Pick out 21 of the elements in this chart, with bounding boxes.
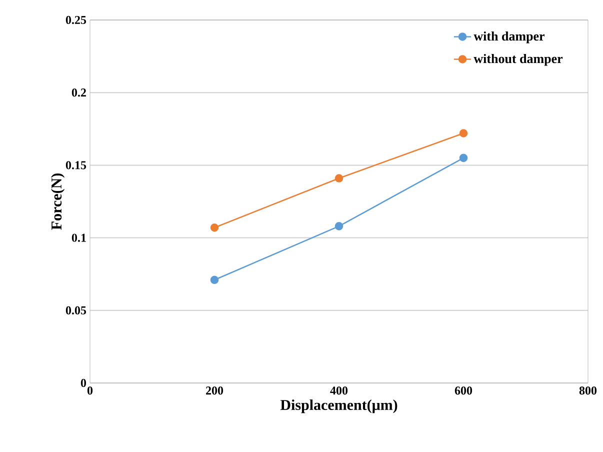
legend-label: with damper (474, 31, 545, 44)
x-tick-label: 600 (454, 386, 472, 395)
y-tick-label: 0.05 (66, 306, 86, 314)
x-axis-title: Displacement(μm) (280, 399, 398, 414)
point (459, 129, 468, 138)
x-tick-label: 200 (206, 386, 224, 395)
point (210, 223, 219, 232)
point (334, 222, 344, 230)
legend-label: without damper (474, 54, 563, 66)
point (210, 276, 219, 284)
y-tick-label: 0.25 (66, 16, 86, 24)
point (334, 174, 344, 182)
point (459, 154, 468, 162)
y-tick-label: 0.1 (72, 234, 86, 242)
y-tick-label: 0 (80, 378, 86, 388)
x-tick-label: 400 (330, 386, 348, 395)
y-tick-label: 0.15 (66, 161, 86, 170)
y-axis-title: Force(N) (51, 174, 65, 230)
x-tick-label: 0 (87, 386, 93, 395)
y-tick-label: 0.2 (72, 88, 86, 97)
x-tick-label: 800 (579, 386, 597, 395)
